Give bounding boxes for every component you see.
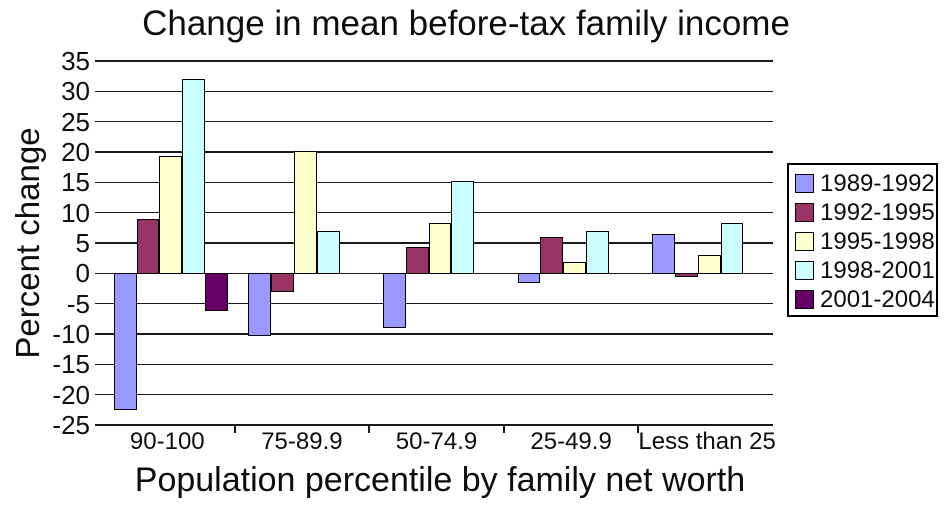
bar-1995-1998-Less than 25 bbox=[697, 255, 721, 275]
y-tick-label: 5 bbox=[75, 228, 90, 258]
gridline bbox=[95, 363, 773, 366]
y-tick-label: 0 bbox=[75, 258, 90, 289]
gridline bbox=[95, 302, 773, 305]
x-axis-tick bbox=[233, 425, 236, 433]
gridline bbox=[95, 181, 773, 184]
bar-1995-1998-75-89.9 bbox=[294, 150, 317, 275]
gridline bbox=[95, 333, 773, 335]
legend-item: 1989-1992 bbox=[793, 169, 936, 198]
chart-title: Change in mean before-tax family income bbox=[142, 4, 790, 43]
legend-label: 1995-1998 bbox=[820, 227, 935, 255]
bar-1992-1995-90-100 bbox=[136, 218, 160, 275]
legend-item: 2001-2004 bbox=[793, 285, 936, 314]
legend-swatch bbox=[795, 232, 814, 251]
bar-1992-1995-50-74.9 bbox=[405, 247, 429, 275]
legend-label: 2001-2004 bbox=[820, 285, 935, 313]
gridline bbox=[95, 424, 773, 427]
y-tick-label: 20 bbox=[61, 137, 90, 167]
y-tick-label: -20 bbox=[52, 379, 90, 410]
legend-item: 1995-1998 bbox=[793, 227, 936, 256]
gridline bbox=[95, 120, 773, 123]
y-tick-label: 30 bbox=[61, 76, 90, 107]
x-tick-label: Less than 25 bbox=[638, 428, 776, 455]
gridline bbox=[95, 60, 773, 62]
legend-label: 1992-1995 bbox=[820, 198, 935, 226]
x-axis-tick bbox=[368, 425, 371, 433]
y-tick-label: -15 bbox=[52, 349, 90, 380]
legend-swatch bbox=[795, 261, 814, 280]
bar-1998-2001-50-74.9 bbox=[451, 180, 475, 275]
gridline bbox=[95, 211, 773, 214]
x-axis-tick bbox=[502, 425, 505, 433]
bar-1998-2001-25-49.9 bbox=[586, 230, 609, 275]
bar-1989-1992-90-100 bbox=[113, 272, 137, 411]
legend-swatch bbox=[795, 203, 814, 222]
bar-1992-1995-75-89.9 bbox=[271, 272, 294, 293]
x-tick-label: 90-100 bbox=[129, 428, 205, 455]
y-tick-label: 15 bbox=[61, 167, 90, 198]
x-tick-label: 50-74.9 bbox=[395, 428, 478, 455]
y-tick-label: -10 bbox=[52, 319, 90, 349]
bar-2001-2004-90-100 bbox=[205, 272, 228, 312]
legend: 1989-1992 1992-1995 1995-1998 1998-2001 2001… bbox=[787, 163, 938, 317]
y-tick-label: -25 bbox=[52, 410, 90, 440]
legend-label: 1989-1992 bbox=[820, 169, 935, 197]
legend-item: 1992-1995 bbox=[793, 198, 936, 227]
gridline bbox=[95, 393, 773, 396]
legend-swatch bbox=[795, 290, 814, 309]
bar-1995-1998-50-74.9 bbox=[428, 222, 452, 275]
legend-swatch bbox=[795, 174, 814, 193]
bar-1998-2001-90-100 bbox=[182, 78, 205, 275]
bar-1992-1995-25-49.9 bbox=[540, 236, 564, 275]
x-axis-tick bbox=[637, 425, 640, 433]
plot-area: 35 30 25 20 15 10 5 0 -5 -10 -15 -20 -25 90-100 75-89.… bbox=[52, 46, 775, 455]
bar-1989-1992-25-49.9 bbox=[517, 272, 541, 283]
bar-1995-1998-90-100 bbox=[159, 156, 183, 275]
legend-label: 1998-2001 bbox=[820, 256, 935, 284]
gridline bbox=[95, 90, 773, 93]
x-axis-title: Population percentile by family net wort… bbox=[134, 461, 746, 499]
legend-item: 1998-2001 bbox=[793, 256, 936, 285]
x-tick-label: 25-49.9 bbox=[530, 428, 612, 455]
bar-1989-1992-Less than 25 bbox=[652, 233, 675, 275]
bar-1998-2001-75-89.9 bbox=[316, 230, 340, 275]
y-tick-label: -5 bbox=[66, 288, 90, 319]
bar-1992-1995-Less than 25 bbox=[675, 272, 698, 277]
bar-1995-1998-25-49.9 bbox=[563, 262, 586, 275]
x-tick-label: 75-89.9 bbox=[261, 428, 343, 455]
y-tick-label: 10 bbox=[61, 197, 90, 228]
y-tick-label: 25 bbox=[61, 106, 90, 137]
bar-1998-2001-Less than 25 bbox=[720, 222, 744, 275]
bar-1989-1992-50-74.9 bbox=[383, 272, 406, 329]
gridline bbox=[95, 151, 773, 153]
bar-1989-1992-75-89.9 bbox=[248, 272, 272, 337]
y-tick-label: 35 bbox=[61, 46, 90, 76]
